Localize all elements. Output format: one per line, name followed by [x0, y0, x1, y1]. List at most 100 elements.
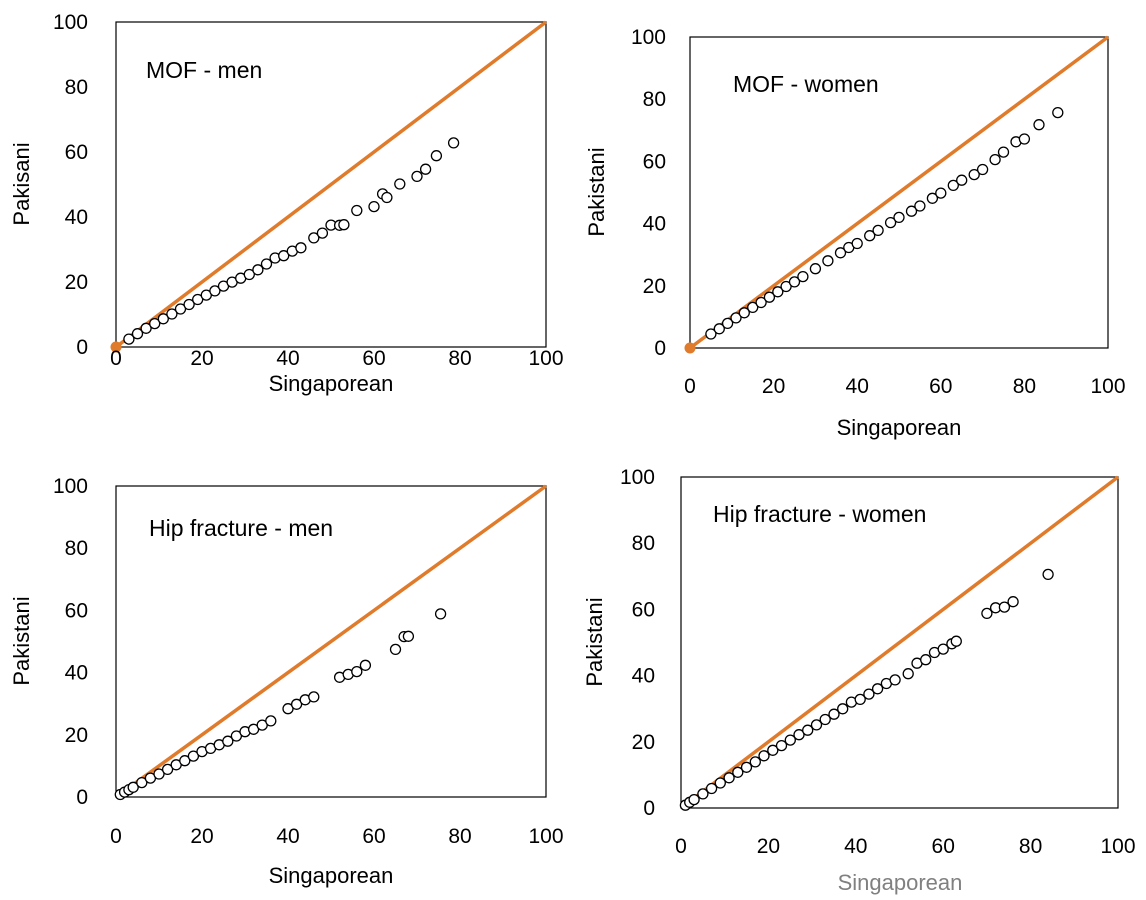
- data-point: [884, 216, 897, 229]
- data-point: [290, 698, 303, 710]
- data-point: [767, 744, 779, 756]
- data-point: [784, 734, 796, 746]
- x-tick-label: 0: [675, 835, 687, 858]
- data-point: [926, 192, 939, 204]
- x-tick-label: 60: [362, 347, 385, 370]
- data-point: [730, 312, 742, 324]
- data-point: [183, 298, 195, 311]
- panel-label: MOF - women: [733, 71, 879, 97]
- data-point: [749, 756, 761, 768]
- x-tick-label: 80: [1013, 375, 1036, 398]
- y-tick-label: 60: [65, 599, 88, 622]
- reference-line: [688, 35, 1110, 350]
- data-point: [705, 782, 718, 795]
- plot-frame: [115, 21, 547, 348]
- data-point: [721, 317, 734, 330]
- plot-frame: [689, 36, 1109, 349]
- y-tick-label: 0: [643, 797, 655, 820]
- data-point: [997, 146, 1010, 158]
- data-point: [981, 607, 993, 620]
- data-point: [864, 230, 876, 242]
- data-point: [851, 237, 863, 250]
- origin-marker: [684, 342, 696, 354]
- data-point: [914, 200, 926, 212]
- data-point: [434, 608, 447, 620]
- x-tick-label: 20: [757, 835, 780, 858]
- y-tick-label: 100: [631, 26, 666, 49]
- data-point: [747, 301, 759, 314]
- data-point: [149, 317, 161, 330]
- y-axis-title: Pakistani: [582, 597, 607, 686]
- data-point: [179, 755, 191, 767]
- data-point: [351, 665, 363, 678]
- data-point: [295, 242, 307, 254]
- data-point: [209, 285, 221, 297]
- origin-marker: [110, 341, 122, 353]
- x-tick-label: 0: [684, 375, 696, 398]
- data-point: [705, 328, 717, 340]
- data-point: [763, 291, 776, 303]
- data-point: [402, 630, 415, 642]
- data-point: [174, 303, 187, 315]
- data-point: [740, 761, 753, 773]
- y-tick-label: 20: [643, 275, 666, 298]
- reference-line: [114, 484, 548, 799]
- y-tick-label: 40: [632, 665, 655, 688]
- y-tick-label: 80: [643, 88, 666, 111]
- data-point: [854, 693, 866, 706]
- y-axis-title: Pakistani: [584, 147, 609, 236]
- data-point: [819, 713, 831, 726]
- data-point: [872, 224, 884, 237]
- x-tick-label: 60: [362, 825, 385, 848]
- data-point: [127, 781, 139, 793]
- data-point: [905, 205, 918, 217]
- data-point: [282, 703, 294, 715]
- x-axis-title: Singaporean: [838, 870, 963, 895]
- y-tick-label: 20: [632, 731, 655, 754]
- plot-frame: [115, 485, 547, 798]
- data-point: [793, 729, 805, 741]
- reference-line: [679, 475, 1120, 810]
- x-tick-label: 20: [762, 375, 785, 398]
- y-tick-label: 40: [643, 213, 666, 236]
- x-tick-label: 100: [528, 825, 563, 848]
- y-tick-label: 60: [643, 150, 666, 173]
- data-point: [758, 750, 770, 762]
- data-point: [775, 739, 788, 752]
- x-tick-label: 100: [528, 347, 563, 370]
- x-tick-label: 100: [1100, 835, 1135, 858]
- data-point: [935, 187, 947, 199]
- data-point: [797, 270, 809, 283]
- data-point: [161, 763, 174, 776]
- data-point: [950, 635, 962, 647]
- data-point: [351, 204, 363, 217]
- data-point: [389, 643, 402, 656]
- x-tick-label: 40: [276, 825, 299, 848]
- x-tick-label: 80: [1019, 835, 1042, 858]
- x-tick-label: 80: [448, 825, 471, 848]
- y-tick-label: 60: [65, 141, 88, 164]
- data-point: [772, 286, 784, 298]
- data-point: [265, 715, 277, 727]
- data-point: [822, 255, 834, 267]
- data-point: [278, 250, 290, 262]
- y-tick-label: 100: [53, 475, 88, 498]
- data-point: [430, 150, 443, 162]
- data-point: [837, 703, 849, 715]
- data-point: [976, 163, 989, 176]
- x-tick-label: 60: [932, 835, 955, 858]
- data-point: [902, 668, 914, 680]
- data-point: [157, 313, 169, 325]
- data-point: [780, 280, 792, 293]
- data-point: [688, 793, 700, 806]
- data-point: [166, 308, 178, 320]
- x-axis-title: Singaporean: [269, 371, 394, 396]
- y-tick-label: 0: [76, 336, 88, 359]
- x-tick-label: 40: [846, 375, 869, 398]
- data-point: [998, 601, 1011, 613]
- x-axis-title: Singaporean: [269, 863, 394, 888]
- data-point: [381, 191, 393, 204]
- reference-line: [114, 20, 548, 349]
- y-axis-title: Pakistani: [9, 596, 34, 685]
